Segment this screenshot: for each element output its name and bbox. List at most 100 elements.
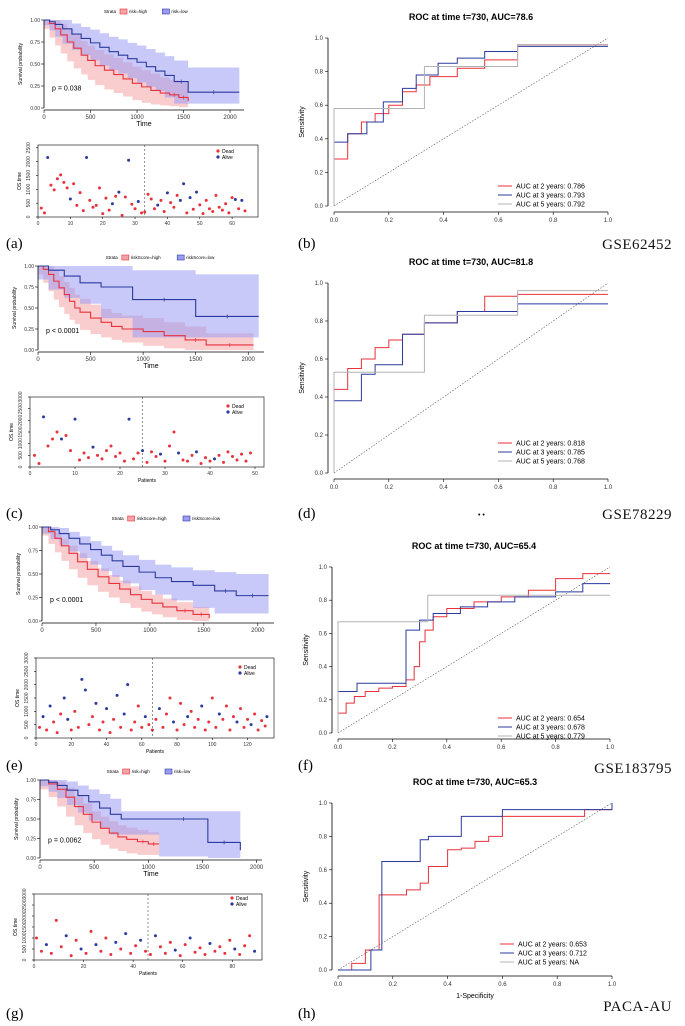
- scatter_a-point-dead: [72, 182, 76, 186]
- roc_f-y-axis-title: Sensitivity: [303, 634, 310, 666]
- roc_d-x-tick-label: 0.6: [494, 485, 503, 491]
- km_a-y-tick-label: 0.25: [30, 84, 40, 90]
- scatter_e-legend-label-alive: Alive: [244, 671, 255, 677]
- roc_d-legend-label-2: AUC at 5 years: 0.768: [516, 459, 585, 466]
- roc_h-x-tick-label: 0.6: [498, 982, 507, 988]
- km_c-x-tick-label: 1500: [189, 357, 203, 363]
- scatter_c-point-dead: [222, 460, 225, 464]
- roc_h-x-tick-label: 0.4: [443, 982, 452, 988]
- scatter_a-point-dead: [204, 198, 208, 202]
- scatter_a-point-dead: [172, 205, 176, 209]
- roc_d-x-tick-label: 1.0: [604, 485, 613, 491]
- scatter_e-point-dead: [214, 725, 218, 729]
- scatter_g-point-dead: [54, 918, 58, 922]
- scatter_g-point-dead: [84, 951, 88, 955]
- km_e-strata-swatch-low: [182, 515, 191, 522]
- scatter_a-point-dead: [149, 197, 153, 201]
- km_a-x-tick-label: 1500: [177, 115, 191, 121]
- roc_b-y-axis-title: Sensitivity: [299, 106, 306, 138]
- scatter_a-point-dead: [185, 211, 189, 215]
- scatter_g-point-dead: [148, 953, 152, 956]
- scatter_g-point-alive: [153, 934, 157, 938]
- scatter_e-point-dead: [108, 731, 112, 735]
- scatter_g-point-dead: [104, 936, 108, 940]
- scatter_c-point-dead: [163, 459, 167, 463]
- dataset-label-gse183795: GSE183795: [594, 761, 672, 777]
- scatter_c-point-dead: [109, 444, 113, 448]
- km_g-x-tick-label: 1500: [196, 865, 210, 871]
- scatter_g-x-tick-label: 40: [130, 964, 136, 970]
- roc_h-chance-diagonal: [337, 802, 613, 971]
- scatter_a-point-dead: [52, 188, 56, 192]
- scatter_c-point-dead: [172, 430, 176, 434]
- scatter_c-x-tick-label: 50: [252, 471, 258, 477]
- scatter_g-point-dead: [238, 953, 242, 956]
- scatter_a-point-alive: [182, 182, 186, 186]
- scatter_e-point-dead: [90, 715, 94, 719]
- km_g-y-tick-label: 1.00: [26, 778, 36, 784]
- roc_h-y-tick-label: 0.2: [319, 935, 328, 941]
- km_g-km-plot: 0.00 0.25 0.50 0.75 1.00 0 500 1000 1500 2000 Time…: [14, 768, 264, 878]
- roc_b-x-tick-label: 0.0: [330, 218, 339, 224]
- km_e-x-tick-label: 500: [91, 628, 102, 634]
- km_c-km-plot: 0.00 0.25 0.50 0.75 1.00 0 500 1000 1500 2000 Time…: [12, 254, 264, 370]
- km_a-survival-curve-0: [44, 19, 189, 101]
- roc_f-title: ROC at time t=730, AUC=65.4: [412, 541, 536, 551]
- scatter_g-legend-label-dead: Dead: [236, 896, 248, 902]
- scatter_a-y-tick-label: 0: [26, 215, 32, 218]
- scatter_e-point-dead: [179, 701, 183, 705]
- roc_h-roc-curve-1: [338, 803, 613, 971]
- scatter_e-x-tick-label: 120: [243, 742, 252, 748]
- roc_f-y-tick-label: 1.0: [319, 565, 328, 571]
- km_g-x-tick-label: 2000: [250, 865, 264, 871]
- scatter_g-x-tick-label: 60: [180, 964, 186, 970]
- roc_b-x-tick-label: 0.4: [439, 218, 448, 224]
- scatter_c-point-dead: [190, 453, 194, 457]
- scatter_c-legend-label-alive: Alive: [232, 410, 243, 416]
- km_e-y-tick-label: 0.25: [28, 596, 38, 602]
- roc_b-y-tick-label: 0.6: [315, 103, 324, 109]
- scatter_e-point-alive: [66, 717, 70, 721]
- panel-letter-c: (c): [6, 506, 23, 522]
- scatter_a-point-alive: [46, 155, 50, 159]
- roc_d-x-tick-label: 0.2: [385, 485, 394, 491]
- scatter_c-point-dead: [154, 455, 158, 458]
- scatter_e-y-tick-label: 3000: [24, 652, 30, 663]
- scatter_e-point-dead: [221, 717, 225, 721]
- km_e-x-tick-label: 1500: [197, 628, 211, 634]
- scatter_c-point-dead: [105, 449, 108, 453]
- scatter_c-point-alive: [73, 417, 77, 421]
- scatter_e-y-axis-title: OS.time: [15, 689, 21, 707]
- scatter_c-legend-label-dead: Dead: [232, 404, 244, 410]
- roc_b-x-tick-label: 1.0: [604, 218, 613, 224]
- scatter_g-y-tick-label: 0: [22, 958, 28, 961]
- scatter_g-point-alive: [139, 938, 143, 942]
- roc_d-roc-curve-1: [333, 303, 608, 473]
- scatter_g-point-dead: [168, 940, 172, 944]
- km_a-strata-title: Strata: [104, 9, 117, 14]
- scatter_a-point-dead: [224, 202, 228, 206]
- panel-letter-b: (b): [298, 236, 316, 252]
- roc_h-roc-curve-0: [338, 809, 612, 971]
- scatter_a-scatter-plot: 0 500 1000 1500 2000 2500 0 10 20 30 40 50 60 OS.time…: [17, 142, 259, 227]
- km_g-strata-label-low: risk=low: [174, 769, 191, 774]
- scatter_c-point-dead: [150, 450, 153, 454]
- scatter_a-point-alive: [136, 199, 140, 203]
- scatter_c-x-tick-label: 40: [207, 471, 213, 477]
- scatter_e-point-dead: [207, 720, 211, 724]
- scatter_a-point-dead: [207, 207, 211, 211]
- roc_f-roc-curve-0: [337, 573, 610, 733]
- roc_b-roc-plot: 0.0 0.0 0.2 0.2 0.4 0.4 0.6 0.6 0.8 0.8 1.0 1.0 ROC …: [299, 12, 613, 224]
- scatter_c-point-dead: [199, 462, 203, 465]
- scatter_g-point-dead: [248, 934, 252, 938]
- scatter_e-x-tick-label: 80: [174, 742, 180, 748]
- scatter_e-y-tick-label: 1000: [24, 706, 30, 717]
- panel-letter-g: (g): [6, 1006, 24, 1022]
- km_c-y-tick-label: 0.00: [24, 348, 34, 354]
- scatter_c-x-tick-label: 30: [162, 471, 168, 477]
- scatter_e-point-dead: [112, 717, 116, 721]
- km_g-strata-label-high: risk=high: [132, 769, 151, 774]
- scatter_e-legend-dot-dead: [238, 665, 242, 669]
- scatter_c-point-dead: [87, 456, 90, 460]
- scatter_a-point-alive: [110, 202, 114, 206]
